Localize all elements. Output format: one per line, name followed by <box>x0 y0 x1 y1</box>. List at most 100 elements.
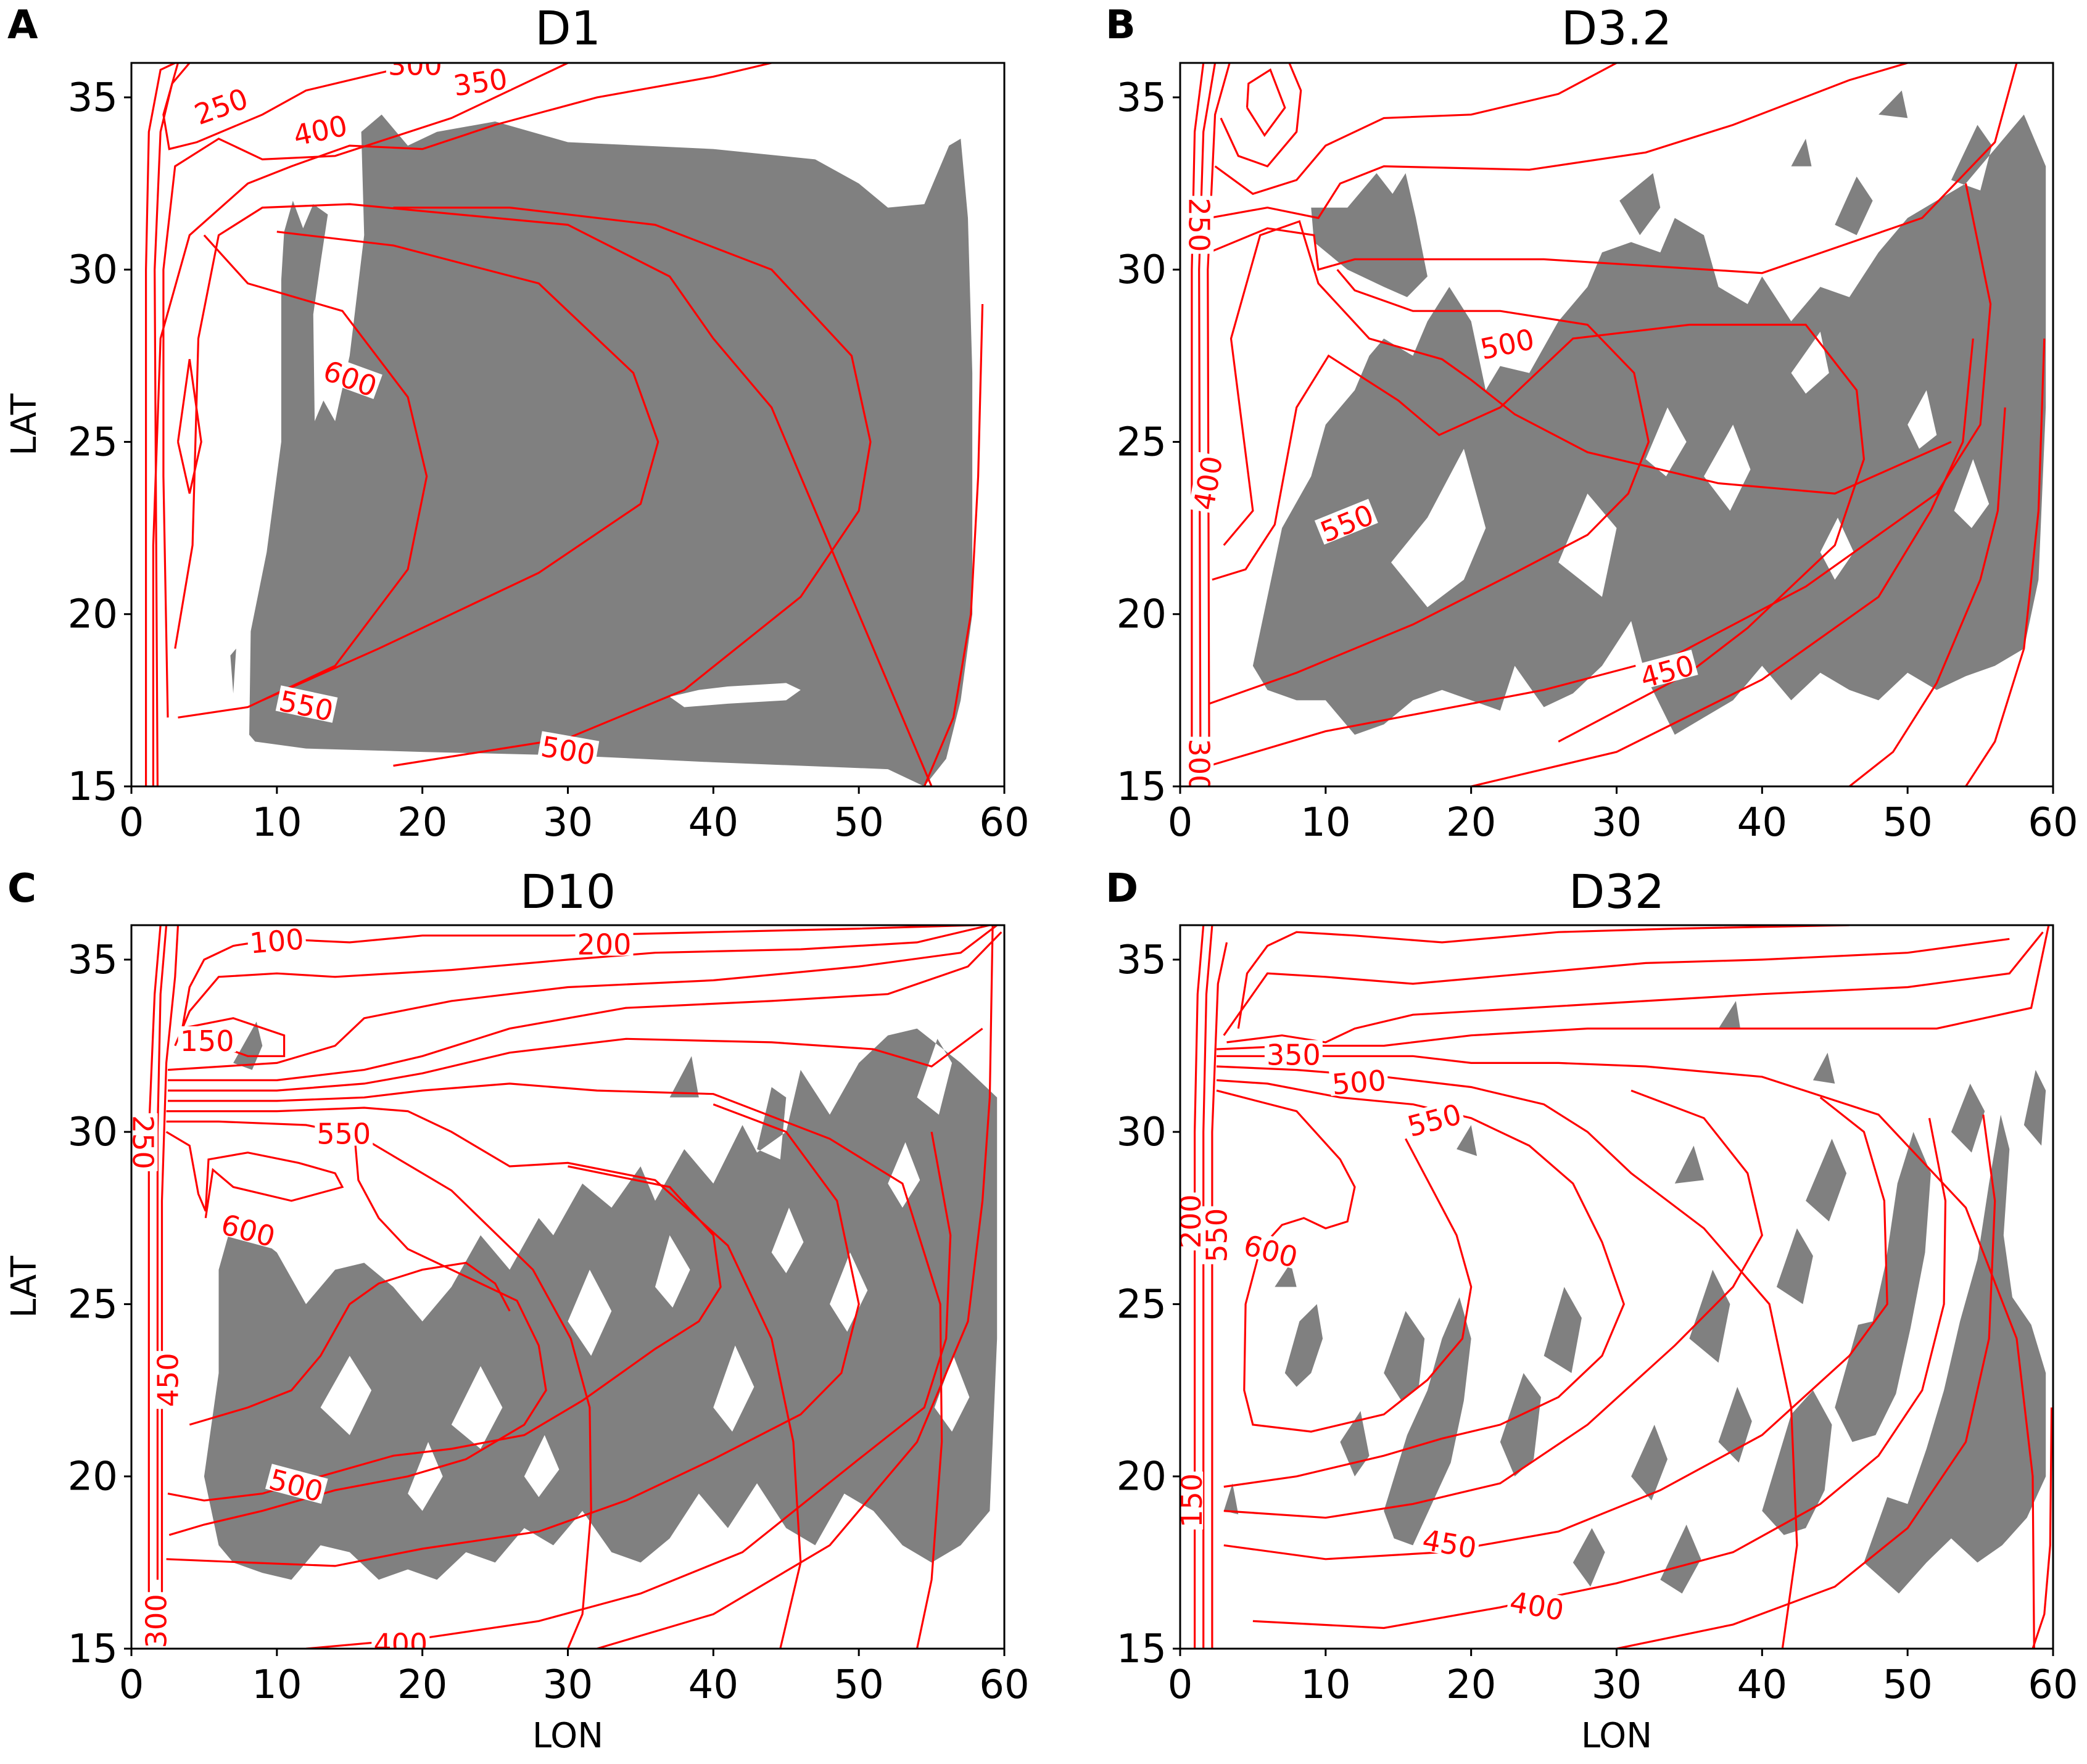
contour-label-8: 300 <box>139 1592 173 1649</box>
contour-line-2 <box>1207 63 1231 786</box>
contour-label-4: 250 <box>126 1113 160 1171</box>
contour-label-5: 300 <box>1182 736 1215 786</box>
contour-line-3 <box>181 925 975 1029</box>
contour-line-5 <box>1214 63 1618 196</box>
contour-label-1: 500 <box>1329 1063 1389 1102</box>
y-tick-label: 30 <box>1117 247 1167 293</box>
contour-line-8 <box>262 231 659 701</box>
x-tick-label: 20 <box>397 1662 447 1708</box>
x-tick-label: 50 <box>833 800 883 846</box>
contour-label-8: 400 <box>1506 1585 1568 1627</box>
contour-label-4: 550 <box>1200 1206 1233 1264</box>
contour-line-4 <box>152 63 772 786</box>
svg-text:500: 500 <box>1477 323 1537 366</box>
y-tick-label: 35 <box>68 75 118 121</box>
y-tick-label: 15 <box>1117 764 1167 810</box>
y-axis-label: LAT <box>4 1255 44 1317</box>
x-tick-label: 10 <box>252 800 302 846</box>
contour-label-0: 250 <box>189 81 252 131</box>
svg-text:100: 100 <box>249 922 305 960</box>
svg-text:550: 550 <box>1200 1208 1233 1263</box>
panel-title: D32 <box>1569 864 1664 919</box>
panel-title: D3.2 <box>1561 1 1672 56</box>
contour-line-3 <box>162 63 569 718</box>
panel-letter: A <box>7 2 38 48</box>
svg-text:400: 400 <box>291 109 350 152</box>
svg-text:150: 150 <box>1175 1473 1209 1528</box>
contour-line-13 <box>1848 407 2006 786</box>
contour-line-8 <box>168 1028 983 1092</box>
contour-line-10 <box>166 1107 802 1649</box>
svg-text:400: 400 <box>1507 1585 1566 1627</box>
svg-text:250: 250 <box>126 1115 160 1169</box>
y-tick-label: 30 <box>68 247 118 293</box>
y-tick-label: 20 <box>1117 1454 1167 1500</box>
svg-text:400: 400 <box>373 1627 428 1660</box>
x-tick-label: 10 <box>1300 1662 1350 1708</box>
x-tick-label: 20 <box>1446 800 1496 846</box>
x-tick-label: 30 <box>543 800 593 846</box>
x-tick-label: 0 <box>1168 800 1193 846</box>
mask-region <box>230 114 973 786</box>
x-tick-label: 50 <box>1882 1662 1932 1708</box>
contour-line-17 <box>305 1131 952 1649</box>
contour-line-5 <box>1226 931 2044 1044</box>
contour-line-11 <box>1223 1089 1763 1519</box>
panel-letter: C <box>7 866 36 912</box>
svg-text:450: 450 <box>151 1353 184 1407</box>
mask-region <box>204 1021 998 1580</box>
contour-line-3 <box>1237 925 1849 1029</box>
panel-letter: B <box>1105 2 1136 48</box>
contour-label-7: 450 <box>1419 1523 1481 1565</box>
contour-line-7 <box>1209 63 2018 274</box>
contour-label-3: 400 <box>289 109 351 152</box>
contour-label-1: 500 <box>1476 323 1538 366</box>
contour-line-9 <box>393 207 872 767</box>
x-axis-label: LON <box>1581 1716 1652 1756</box>
contour-line-12 <box>1223 1097 1888 1560</box>
panel-letter: D <box>1105 866 1138 912</box>
x-tick-label: 10 <box>1300 800 1350 846</box>
contour-label-1: 200 <box>575 928 634 962</box>
y-tick-label: 35 <box>1117 938 1167 983</box>
y-tick-label: 30 <box>1117 1110 1167 1155</box>
contour-line-3 <box>1246 68 1286 138</box>
svg-text:300: 300 <box>388 49 442 82</box>
contour-label-9: 400 <box>371 1627 430 1660</box>
svg-text:300: 300 <box>139 1594 173 1648</box>
svg-text:200: 200 <box>577 928 632 962</box>
contour-line-14 <box>189 1261 511 1426</box>
contour-line-5 <box>176 359 202 494</box>
contour-label-3: 550 <box>315 1118 373 1151</box>
y-tick-label: 25 <box>1117 1282 1167 1327</box>
contour-line-4 <box>1223 938 2010 1036</box>
panel-title: D10 <box>520 864 616 919</box>
contour-line-4 <box>1220 63 1302 168</box>
x-tick-label: 0 <box>1168 1662 1193 1708</box>
contour-line-0 <box>1194 925 1205 1649</box>
contour-line-13 <box>1252 1118 1947 1630</box>
contour-line-15 <box>167 1165 722 1502</box>
contour-line-1 <box>154 63 191 786</box>
contour-line-18 <box>597 925 994 1649</box>
y-tick-label: 25 <box>68 419 118 465</box>
contour-line-4 <box>174 925 990 1047</box>
contour-line-12 <box>1471 338 1974 786</box>
y-tick-label: 35 <box>1117 75 1167 121</box>
contour-line-11 <box>1209 183 1992 767</box>
x-tick-label: 30 <box>1592 800 1642 846</box>
svg-text:350: 350 <box>1267 1038 1321 1071</box>
contour-label-1: 300 <box>386 49 444 82</box>
contour-line-0 <box>145 63 176 786</box>
x-tick-label: 20 <box>397 800 447 846</box>
contour-line-6 <box>174 203 933 786</box>
svg-text:250: 250 <box>190 81 252 131</box>
svg-text:450: 450 <box>1420 1523 1479 1565</box>
y-tick-label: 35 <box>68 938 118 983</box>
svg-text:600: 600 <box>1240 1228 1301 1274</box>
